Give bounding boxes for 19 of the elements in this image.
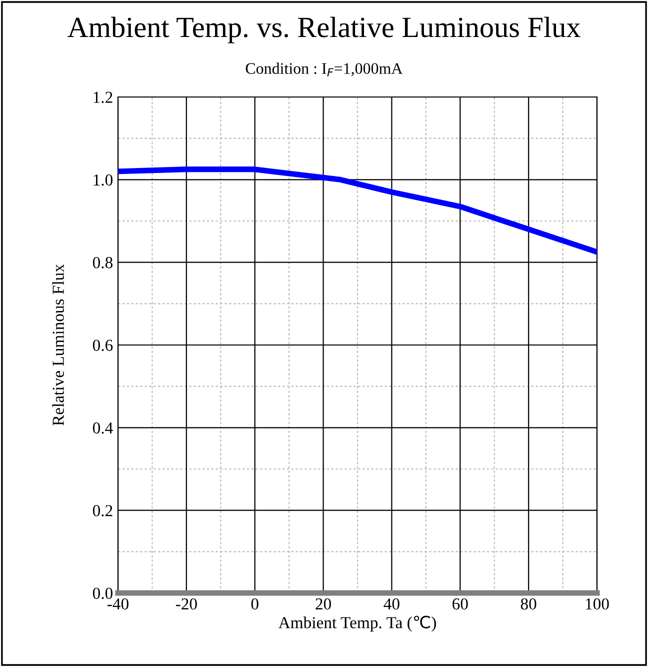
x-tick-label: 60	[452, 598, 468, 610]
x-tick-label: 40	[384, 598, 400, 610]
x-tick-label: 20	[316, 598, 331, 610]
y-tick-label: 0.6	[92, 340, 113, 352]
chart-subtitle: Condition : I$_{F}$=1,000mA	[246, 62, 403, 76]
y-tick-label: 0.4	[92, 422, 113, 434]
x-tick-label: 80	[520, 598, 536, 610]
y-tick-label: 0.0	[92, 588, 113, 600]
y-tick-label: 0.8	[92, 257, 113, 268]
x-tick-label: 0	[251, 598, 258, 610]
y-tick-label: 0.2	[92, 505, 112, 516]
y-tick-label: 1.0	[94, 174, 113, 186]
x-tick-label: -20	[176, 598, 197, 610]
chart-title: Ambient Temp. vs. Relative Luminous Flux	[68, 16, 580, 44]
y-axis-title: Relative Luminous Flux	[52, 264, 64, 426]
x-tick-label: 100	[586, 598, 609, 610]
x-tick-label: -40	[108, 598, 128, 610]
y-tick-label: 1.2	[94, 92, 112, 104]
x-axis-title: Ambient Temp. Ta (℃)	[278, 616, 436, 632]
